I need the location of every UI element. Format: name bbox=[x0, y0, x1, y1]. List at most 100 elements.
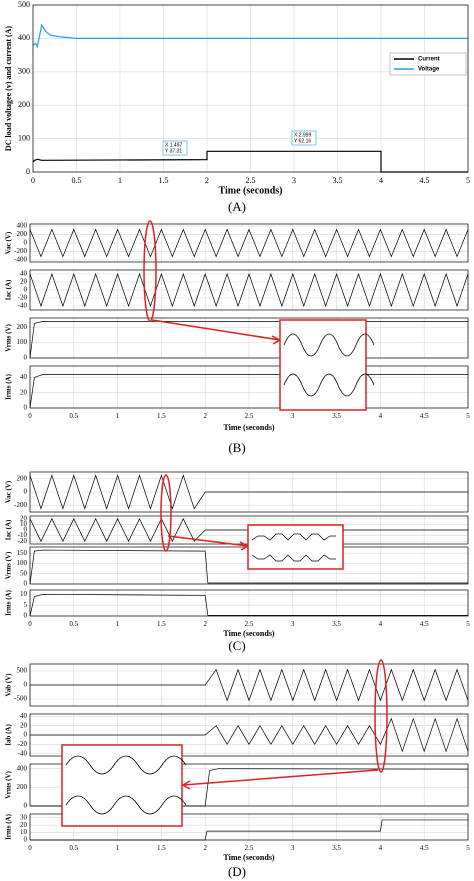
legend-label: Current bbox=[418, 57, 440, 63]
y-tick-label: 150 bbox=[17, 549, 28, 557]
y-tick-label: -40 bbox=[18, 302, 28, 310]
plot-frame bbox=[32, 4, 469, 173]
x-tick-label: 1 bbox=[116, 620, 120, 628]
y-axis-label: Iab (A) bbox=[5, 724, 13, 746]
plot-frame bbox=[29, 589, 469, 617]
x-tick-label: 0.5 bbox=[69, 412, 78, 420]
y-tick-label: 100 bbox=[18, 133, 30, 142]
y-tick-label: 40 bbox=[20, 373, 28, 381]
datatip-box bbox=[291, 130, 317, 146]
y-tick-label: -200 bbox=[14, 247, 27, 255]
y-tick-label: 200 bbox=[18, 100, 30, 109]
y-tick-label: 0 bbox=[24, 612, 28, 620]
datatip-box bbox=[162, 140, 188, 156]
series-line bbox=[29, 374, 468, 409]
x-tick-label: 3.5 bbox=[332, 620, 341, 628]
y-tick-label: -20 bbox=[18, 537, 28, 545]
x-tick-label: 1.5 bbox=[159, 176, 169, 185]
inset-wave bbox=[65, 795, 187, 815]
plot-frame bbox=[29, 713, 469, 757]
y-tick-label: -400 bbox=[14, 255, 27, 263]
series-line bbox=[29, 549, 468, 585]
x-tick-label: 0.5 bbox=[72, 176, 82, 185]
x-tick-label: 3 bbox=[291, 620, 295, 628]
y-tick-label: 100 bbox=[17, 338, 28, 346]
series-line bbox=[32, 23, 468, 49]
y-tick-label: 20 bbox=[20, 388, 28, 396]
caption: (D) bbox=[228, 864, 246, 879]
x-tick-label: 1.5 bbox=[157, 844, 166, 852]
inset-wave bbox=[251, 554, 336, 562]
y-tick-label: 200 bbox=[17, 323, 28, 331]
x-axis-label: Time (seconds) bbox=[219, 185, 283, 196]
x-tick-label: 0.5 bbox=[69, 620, 78, 628]
series-line bbox=[29, 593, 468, 617]
x-tick-label: 0 bbox=[28, 412, 32, 420]
y-axis-label: Vac (V) bbox=[5, 480, 13, 503]
x-tick-label: 3 bbox=[291, 844, 295, 852]
y-tick-label: 0 bbox=[24, 354, 28, 362]
x-tick-label: 4.5 bbox=[420, 844, 429, 852]
y-tick-label: 0 bbox=[24, 836, 28, 844]
y-tick-label: 10 bbox=[20, 828, 28, 836]
y-axis-label: Iac (A) bbox=[5, 279, 13, 300]
x-tick-label: 2.5 bbox=[245, 620, 254, 628]
y-tick-label: 40 bbox=[20, 712, 28, 720]
x-axis-label: Time (seconds) bbox=[223, 423, 275, 432]
y-tick-label: 50 bbox=[20, 569, 28, 577]
y-axis-label: DC load voltagee (v) and current (A) bbox=[4, 26, 13, 152]
y-tick-label: 20 bbox=[20, 821, 28, 829]
x-axis-label: Time (seconds) bbox=[223, 629, 275, 638]
plot-frame bbox=[29, 317, 469, 359]
x-tick-label: 1.5 bbox=[157, 412, 166, 420]
x-tick-label: 1 bbox=[116, 844, 120, 852]
y-tick-label: 0 bbox=[24, 580, 28, 588]
x-tick-label: 1 bbox=[118, 176, 122, 185]
plot-frame bbox=[29, 223, 469, 263]
inset-wave bbox=[283, 373, 375, 397]
x-tick-label: 5 bbox=[466, 620, 470, 628]
x-tick-label: 4.5 bbox=[420, 412, 429, 420]
x-tick-label: 3 bbox=[292, 176, 296, 185]
x-tick-label: 3.5 bbox=[333, 176, 343, 185]
y-tick-label: -200 bbox=[14, 501, 27, 509]
series-line bbox=[29, 474, 468, 510]
y-tick-label: 20 bbox=[20, 721, 28, 729]
y-tick-label: 400 bbox=[18, 33, 30, 42]
y-axis-label: Irms (A) bbox=[5, 589, 13, 616]
series-line bbox=[32, 150, 468, 173]
x-tick-label: 0 bbox=[28, 844, 32, 852]
x-tick-label: 2 bbox=[203, 844, 207, 852]
y-tick-label: -500 bbox=[14, 695, 27, 703]
plot-frame bbox=[29, 763, 469, 807]
y-tick-label: 10 bbox=[20, 590, 28, 598]
series-line bbox=[29, 321, 468, 359]
series-line bbox=[29, 272, 469, 308]
y-tick-label: 0 bbox=[24, 681, 28, 689]
y-tick-label: 0 bbox=[24, 731, 28, 739]
y-axis-label: Vac (V) bbox=[5, 231, 13, 254]
x-tick-label: 2.5 bbox=[245, 844, 254, 852]
y-tick-label: 5 bbox=[24, 601, 28, 609]
y-axis-label: Irms (A) bbox=[5, 813, 13, 840]
y-tick-label: 30 bbox=[20, 813, 28, 821]
arrow bbox=[167, 535, 249, 547]
inset-wave bbox=[283, 333, 375, 357]
x-tick-label: 4 bbox=[379, 176, 383, 185]
zoom-inset bbox=[61, 744, 183, 827]
x-tick-label: 0 bbox=[28, 620, 32, 628]
plot-frame bbox=[29, 471, 469, 513]
series-line bbox=[30, 717, 469, 753]
y-tick-label: 0 bbox=[24, 286, 28, 294]
x-tick-label: 2.5 bbox=[245, 412, 254, 420]
y-axis-label: Vrms (V) bbox=[5, 551, 13, 579]
y-tick-label: 200 bbox=[17, 230, 28, 238]
datatip-text: X 2.999 bbox=[294, 132, 311, 138]
y-axis-label: Irms (A) bbox=[5, 373, 13, 400]
x-tick-label: 5 bbox=[466, 844, 470, 852]
arrow bbox=[182, 769, 379, 786]
x-tick-label: 3 bbox=[291, 412, 295, 420]
x-tick-label: 1.5 bbox=[157, 620, 166, 628]
plot-frame bbox=[29, 813, 469, 841]
